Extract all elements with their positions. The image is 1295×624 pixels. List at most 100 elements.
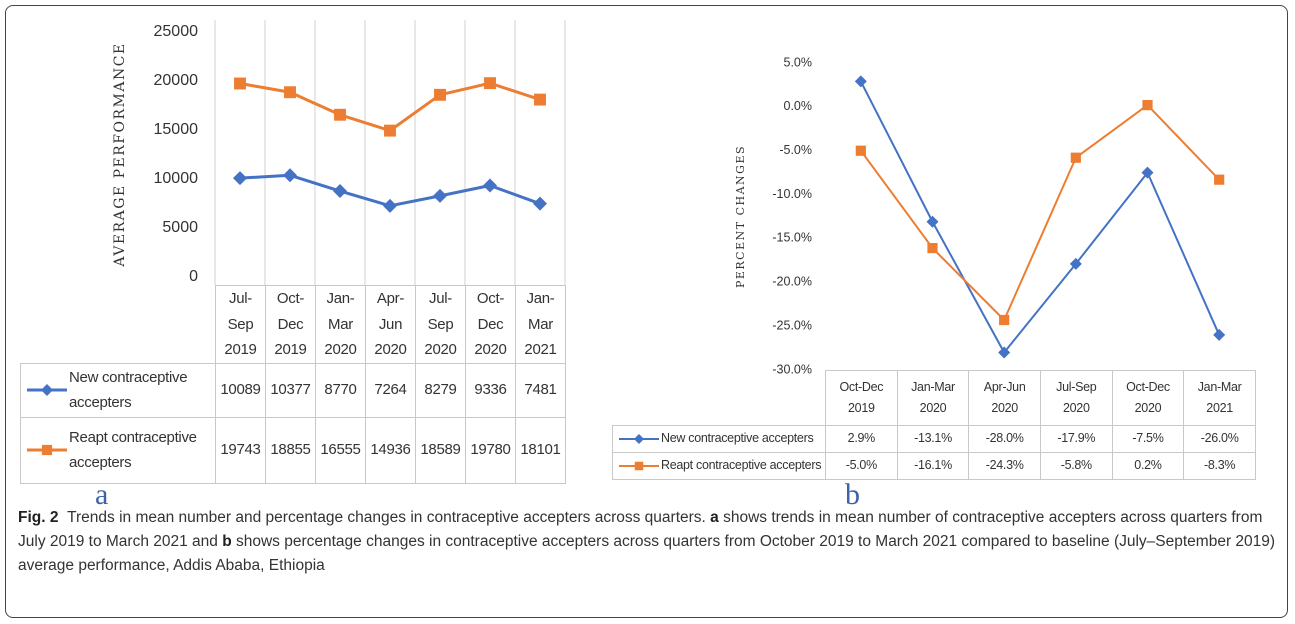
data-label: 0.2%: [1111, 452, 1185, 480]
series-row: New contraceptive accepters 10089 10377 877…: [20, 362, 566, 418]
marker-square: [1142, 100, 1153, 111]
x-tick-label: Jan-Mar 2021: [1183, 370, 1256, 426]
data-label: 19780: [465, 416, 516, 484]
data-label: 7481: [515, 362, 566, 418]
series-row: New contraceptive accepters 2.9% -13.1% -28…: [612, 425, 1256, 453]
legend-label: Reapt contraceptive accepters: [661, 458, 822, 473]
marker-diamond: [926, 215, 939, 228]
marker-diamond: [998, 346, 1011, 359]
marker-square: [999, 314, 1010, 326]
x-tick-label: Jul-Sep 2020: [415, 285, 466, 364]
y-tick-label: 20000: [154, 72, 199, 89]
data-label: 16555: [315, 416, 366, 484]
caption: Fig. 2 Trends in mean number and percent…: [18, 506, 1280, 578]
x-tick-label: Oct-Dec 2019: [825, 370, 898, 426]
legend-key: [619, 434, 659, 444]
marker-diamond: [634, 434, 644, 444]
legend-entry: Reapt contraceptive accepters: [617, 455, 823, 476]
caption-text: shows percentage changes in contraceptiv…: [18, 533, 1276, 574]
marker-square: [234, 77, 246, 90]
marker-square: [1070, 152, 1081, 163]
y-tick-label: 5000: [162, 219, 198, 236]
marker-square: [484, 77, 496, 90]
marker-square: [384, 124, 396, 137]
data-label: -7.5%: [1111, 425, 1185, 453]
marker-square: [334, 108, 346, 121]
marker-diamond: [283, 168, 297, 183]
y-tick-label: 5.0%: [784, 55, 813, 69]
marker-diamond: [1069, 257, 1082, 270]
x-tick-label: Apr-Jun 2020: [365, 285, 416, 364]
legend-cell: New contraceptive accepters: [20, 362, 216, 418]
y-tick-label: 0: [189, 268, 198, 285]
data-label: -8.3%: [1183, 452, 1256, 480]
x-tick-label: Jan-Mar 2020: [896, 370, 970, 426]
data-label: -24.3%: [968, 452, 1041, 480]
y-tick-label: -15.0%: [772, 231, 812, 245]
caption-text: Trends in mean number and percentage cha…: [67, 509, 711, 526]
legend-cell: Reapt contraceptive accepters: [612, 452, 826, 480]
caption-text: shows trends in mean number of contracep…: [18, 509, 1263, 550]
marker-diamond: [483, 178, 497, 193]
marker-square: [927, 242, 938, 254]
marker-diamond: [233, 171, 247, 186]
series-row: Reapt contraceptive accepters 19743 18855 1…: [20, 416, 566, 484]
y-axis-label: PERCENT CHANGES: [734, 145, 747, 288]
marker-diamond: [1213, 328, 1226, 341]
x-tick-label: Jan-Mar 2020: [315, 285, 366, 364]
data-label: 9336: [465, 362, 516, 418]
x-tick-label: Oct-Dec 2020: [1111, 370, 1185, 426]
chart: PERCENT CHANGES -30.0% -25.0% -20.0% -15.0% -…: [734, 55, 1226, 376]
legend-entry: Reapt contraceptive accepters: [25, 425, 213, 476]
legend-entry: New contraceptive accepters: [25, 365, 213, 416]
data-label: -26.0%: [1183, 425, 1256, 453]
data-label: 19743: [215, 416, 266, 484]
x-tick-label: Oct-Dec 2019: [265, 285, 316, 364]
legend-key: [27, 384, 67, 396]
x-tick-label: Oct-Dec 2020: [465, 285, 516, 364]
category-row: Oct-Dec 2019 Jan-Mar 2020 Apr-Jun 2020 Jul-…: [613, 370, 1256, 426]
y-tick-label: 0.0%: [784, 99, 813, 113]
marker-square: [855, 145, 866, 156]
panel-label: b: [845, 478, 860, 511]
x-tick-label: Jul-Sep 2019: [215, 285, 266, 364]
marker-diamond: [383, 198, 397, 213]
data-label: 14936: [365, 416, 416, 484]
data-label: 10377: [265, 362, 316, 418]
data-label: 7264: [365, 362, 416, 418]
marker-diamond: [854, 75, 867, 88]
category-row: Jul-Sep 2019 Oct-Dec 2019 Jan-Mar 2020 Apr-…: [21, 285, 566, 364]
marker-square: [1214, 174, 1225, 185]
legend-label: Reapt contraceptive accepters: [69, 428, 197, 472]
data-table: Jul-Sep 2019 Oct-Dec 2019 Jan-Mar 2020 Apr-…: [20, 285, 566, 484]
marker-square: [434, 88, 446, 101]
y-tick-label: -25.0%: [772, 318, 812, 332]
marker-square: [634, 461, 644, 471]
data-label: -16.1%: [896, 452, 970, 480]
data-table: Oct-Dec 2019 Jan-Mar 2020 Apr-Jun 2020 Jul-…: [612, 370, 1256, 480]
x-tick-label: Apr-Jun 2020: [968, 370, 1041, 426]
blank-cell: [21, 286, 216, 364]
y-tick-label: 25000: [154, 23, 199, 40]
marker-square: [41, 444, 53, 456]
marker-diamond: [433, 188, 447, 203]
marker-square: [284, 86, 296, 99]
y-axis-label: AVERAGE PERFORMANCE: [112, 42, 128, 267]
y-tick-label: 15000: [154, 121, 199, 138]
legend-cell: New contraceptive accepters: [612, 425, 826, 453]
y-tick-label: 10000: [154, 170, 199, 187]
series-row: Reapt contraceptive accepters -5.0% -16.1%…: [612, 452, 1256, 480]
marker-diamond: [1141, 166, 1154, 179]
data-label: -17.9%: [1039, 425, 1113, 453]
data-label: -28.0%: [968, 425, 1041, 453]
data-label: 10089: [215, 362, 266, 418]
marker-square: [534, 93, 546, 106]
legend-label: New contraceptive accepters: [69, 368, 188, 412]
marker-diamond: [533, 196, 547, 211]
data-label: 18589: [415, 416, 466, 484]
figure-frame: [5, 5, 1288, 618]
panel-label: a: [95, 478, 109, 511]
data-label: 18101: [515, 416, 566, 484]
